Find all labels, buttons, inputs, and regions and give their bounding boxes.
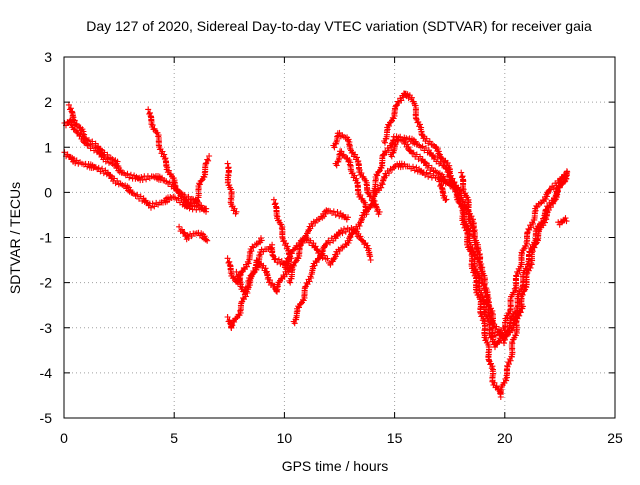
data-point-markers (436, 178, 450, 203)
series-track-19 (381, 90, 570, 400)
series-track-6 (176, 223, 211, 244)
data-point-markers (458, 169, 526, 347)
data-point-markers (332, 148, 370, 218)
data-point-markers (193, 153, 213, 205)
chart-title: Day 127 of 2020, Sidereal Day-to-day VTE… (86, 18, 592, 34)
y-tick-label: -4 (40, 365, 53, 381)
data-point-markers (555, 215, 570, 228)
data-point-markers (65, 101, 122, 170)
data-point-markers (381, 90, 570, 400)
series-track-3 (65, 101, 122, 170)
series-track-4 (145, 106, 197, 210)
data-point-markers (145, 106, 197, 210)
series-track-5 (193, 153, 213, 205)
data-point-markers (286, 207, 351, 286)
y-tick-label: 0 (44, 184, 52, 200)
axis-layer: 0 5 10 15 20 25 -5 -4 -3 -2 -1 0 1 2 3 (40, 49, 623, 446)
y-tick-label: -5 (40, 410, 53, 426)
series-track-11 (270, 196, 292, 258)
y-tick-label: -2 (40, 275, 53, 291)
y-axis-label: SDTVAR / TECUs (7, 182, 23, 294)
series-track-21 (458, 169, 526, 347)
y-tick-label: 3 (44, 49, 52, 65)
y-tick-label: -3 (40, 320, 53, 336)
x-tick-label: 25 (607, 430, 623, 446)
data-point-markers (176, 223, 211, 244)
x-tick-label: 0 (60, 430, 68, 446)
data-layer (61, 90, 571, 400)
series-track-22 (555, 215, 570, 228)
data-point-markers (281, 234, 331, 273)
y-tick-label: -1 (40, 230, 53, 246)
series-track-14 (281, 234, 331, 273)
y-tick-label: 2 (44, 94, 52, 110)
y-tick-label: 1 (44, 139, 52, 155)
series-track-20 (387, 134, 460, 195)
series-track-23 (436, 178, 450, 203)
data-point-markers (330, 129, 383, 218)
x-axis-label: GPS time / hours (282, 458, 389, 474)
series-track-16 (330, 129, 383, 218)
series-track-10 (233, 241, 295, 295)
data-point-markers (387, 134, 460, 195)
series-track-17 (332, 148, 370, 218)
x-tick-label: 5 (170, 430, 178, 446)
x-tick-label: 20 (497, 430, 513, 446)
series-track-13 (286, 207, 351, 286)
data-point-markers (233, 241, 295, 295)
data-point-markers (270, 196, 292, 258)
data-point-markers (224, 160, 240, 217)
x-tick-label: 10 (277, 430, 293, 446)
x-tick-label: 15 (387, 430, 403, 446)
series-track-7 (224, 160, 240, 217)
